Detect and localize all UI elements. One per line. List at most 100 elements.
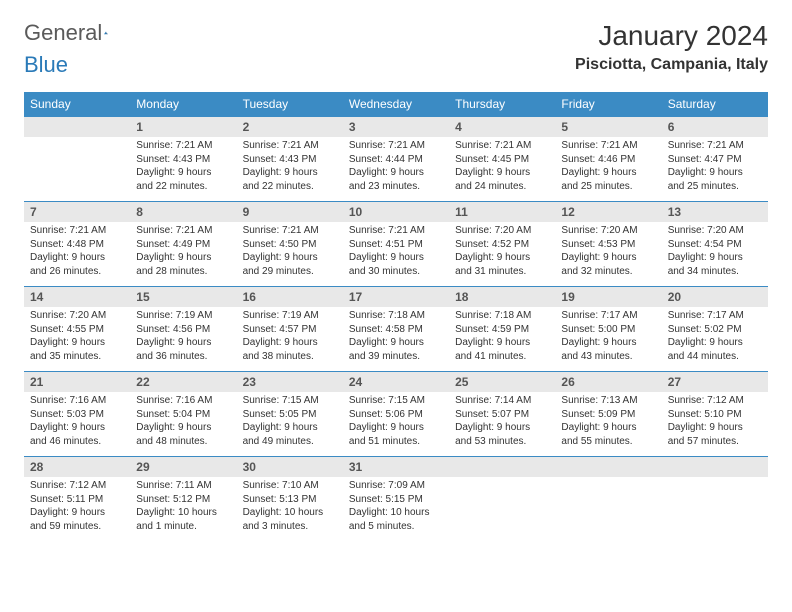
- day-number: 2: [237, 117, 343, 137]
- weekday-header: Sunday: [24, 92, 130, 117]
- day-details: [449, 477, 555, 539]
- weekday-header: Thursday: [449, 92, 555, 117]
- sunset-text: Sunset: 4:48 PM: [30, 238, 124, 252]
- sunset-text: Sunset: 4:58 PM: [349, 323, 443, 337]
- day-cell-number: 11: [449, 202, 555, 223]
- sunset-text: Sunset: 5:07 PM: [455, 408, 549, 422]
- day-cell-number: 29: [130, 457, 236, 478]
- day-cell-content: Sunrise: 7:16 AMSunset: 5:03 PMDaylight:…: [24, 392, 130, 457]
- sunrise-text: Sunrise: 7:12 AM: [668, 394, 762, 408]
- day-number: 1: [130, 117, 236, 137]
- weekday-header: Wednesday: [343, 92, 449, 117]
- day-details: Sunrise: 7:21 AMSunset: 4:46 PMDaylight:…: [555, 137, 661, 201]
- daynum-row: 21222324252627: [24, 372, 768, 393]
- day-cell-content: Sunrise: 7:20 AMSunset: 4:52 PMDaylight:…: [449, 222, 555, 287]
- day-details: Sunrise: 7:19 AMSunset: 4:57 PMDaylight:…: [237, 307, 343, 371]
- day-cell-number: 30: [237, 457, 343, 478]
- sunrise-text: Sunrise: 7:21 AM: [349, 139, 443, 153]
- day-number: 17: [343, 287, 449, 307]
- day-cell-number: 19: [555, 287, 661, 308]
- day-cell-number: 4: [449, 117, 555, 138]
- day-cell-number: 23: [237, 372, 343, 393]
- day-number: 26: [555, 372, 661, 392]
- day-cell-content: [662, 477, 768, 541]
- logo-text-gray: General: [24, 20, 102, 46]
- daylight-text: Daylight: 9 hours and 41 minutes.: [455, 336, 549, 363]
- sunrise-text: Sunrise: 7:21 AM: [561, 139, 655, 153]
- day-cell-content: Sunrise: 7:21 AMSunset: 4:51 PMDaylight:…: [343, 222, 449, 287]
- weekday-header-row: Sunday Monday Tuesday Wednesday Thursday…: [24, 92, 768, 117]
- daylight-text: Daylight: 9 hours and 30 minutes.: [349, 251, 443, 278]
- day-details: Sunrise: 7:19 AMSunset: 4:56 PMDaylight:…: [130, 307, 236, 371]
- daynum-row: 123456: [24, 117, 768, 138]
- day-cell-content: Sunrise: 7:21 AMSunset: 4:43 PMDaylight:…: [130, 137, 236, 202]
- day-details: Sunrise: 7:21 AMSunset: 4:48 PMDaylight:…: [24, 222, 130, 286]
- day-cell-number: [24, 117, 130, 138]
- day-cell-number: [662, 457, 768, 478]
- day-cell-content: Sunrise: 7:14 AMSunset: 5:07 PMDaylight:…: [449, 392, 555, 457]
- day-cell-number: [449, 457, 555, 478]
- sunset-text: Sunset: 5:05 PM: [243, 408, 337, 422]
- day-cell-content: Sunrise: 7:20 AMSunset: 4:53 PMDaylight:…: [555, 222, 661, 287]
- sunset-text: Sunset: 4:52 PM: [455, 238, 549, 252]
- weekday-header: Friday: [555, 92, 661, 117]
- sunset-text: Sunset: 4:43 PM: [136, 153, 230, 167]
- sunrise-text: Sunrise: 7:21 AM: [455, 139, 549, 153]
- sunrise-text: Sunrise: 7:21 AM: [243, 139, 337, 153]
- daycontent-row: Sunrise: 7:21 AMSunset: 4:43 PMDaylight:…: [24, 137, 768, 202]
- day-cell-number: 14: [24, 287, 130, 308]
- day-number: 28: [24, 457, 130, 477]
- sunset-text: Sunset: 4:55 PM: [30, 323, 124, 337]
- day-cell-content: Sunrise: 7:17 AMSunset: 5:02 PMDaylight:…: [662, 307, 768, 372]
- sunset-text: Sunset: 5:15 PM: [349, 493, 443, 507]
- day-cell-content: Sunrise: 7:12 AMSunset: 5:11 PMDaylight:…: [24, 477, 130, 541]
- day-cell-content: Sunrise: 7:10 AMSunset: 5:13 PMDaylight:…: [237, 477, 343, 541]
- day-cell-content: Sunrise: 7:21 AMSunset: 4:49 PMDaylight:…: [130, 222, 236, 287]
- day-details: [24, 137, 130, 199]
- daylight-text: Daylight: 9 hours and 55 minutes.: [561, 421, 655, 448]
- daylight-text: Daylight: 9 hours and 51 minutes.: [349, 421, 443, 448]
- location-label: Pisciotta, Campania, Italy: [575, 56, 768, 74]
- day-details: Sunrise: 7:16 AMSunset: 5:04 PMDaylight:…: [130, 392, 236, 456]
- daylight-text: Daylight: 9 hours and 36 minutes.: [136, 336, 230, 363]
- day-cell-number: 24: [343, 372, 449, 393]
- daylight-text: Daylight: 9 hours and 43 minutes.: [561, 336, 655, 363]
- day-number: 8: [130, 202, 236, 222]
- sunset-text: Sunset: 5:09 PM: [561, 408, 655, 422]
- sunrise-text: Sunrise: 7:17 AM: [561, 309, 655, 323]
- sunset-text: Sunset: 5:11 PM: [30, 493, 124, 507]
- day-number: 11: [449, 202, 555, 222]
- daynum-row: 78910111213: [24, 202, 768, 223]
- day-cell-number: 16: [237, 287, 343, 308]
- day-number: [555, 457, 661, 475]
- sunrise-text: Sunrise: 7:18 AM: [349, 309, 443, 323]
- day-details: Sunrise: 7:17 AMSunset: 5:00 PMDaylight:…: [555, 307, 661, 371]
- day-details: Sunrise: 7:16 AMSunset: 5:03 PMDaylight:…: [24, 392, 130, 456]
- day-cell-number: 27: [662, 372, 768, 393]
- day-number: 6: [662, 117, 768, 137]
- day-cell-content: Sunrise: 7:19 AMSunset: 4:56 PMDaylight:…: [130, 307, 236, 372]
- day-cell-number: 17: [343, 287, 449, 308]
- day-cell-content: [555, 477, 661, 541]
- sunrise-text: Sunrise: 7:21 AM: [349, 224, 443, 238]
- day-cell-content: Sunrise: 7:21 AMSunset: 4:48 PMDaylight:…: [24, 222, 130, 287]
- sunset-text: Sunset: 5:12 PM: [136, 493, 230, 507]
- day-details: Sunrise: 7:12 AMSunset: 5:11 PMDaylight:…: [24, 477, 130, 541]
- logo-sail-icon: [104, 24, 108, 42]
- day-number: 24: [343, 372, 449, 392]
- daylight-text: Daylight: 9 hours and 49 minutes.: [243, 421, 337, 448]
- day-cell-number: 7: [24, 202, 130, 223]
- sunset-text: Sunset: 4:43 PM: [243, 153, 337, 167]
- sunset-text: Sunset: 5:03 PM: [30, 408, 124, 422]
- day-cell-content: Sunrise: 7:21 AMSunset: 4:47 PMDaylight:…: [662, 137, 768, 202]
- daylight-text: Daylight: 9 hours and 28 minutes.: [136, 251, 230, 278]
- day-cell-number: 21: [24, 372, 130, 393]
- day-number: 18: [449, 287, 555, 307]
- day-cell-number: 20: [662, 287, 768, 308]
- daylight-text: Daylight: 9 hours and 23 minutes.: [349, 166, 443, 193]
- sunrise-text: Sunrise: 7:17 AM: [668, 309, 762, 323]
- day-details: Sunrise: 7:21 AMSunset: 4:51 PMDaylight:…: [343, 222, 449, 286]
- sunrise-text: Sunrise: 7:21 AM: [136, 224, 230, 238]
- sunset-text: Sunset: 4:57 PM: [243, 323, 337, 337]
- day-number: 16: [237, 287, 343, 307]
